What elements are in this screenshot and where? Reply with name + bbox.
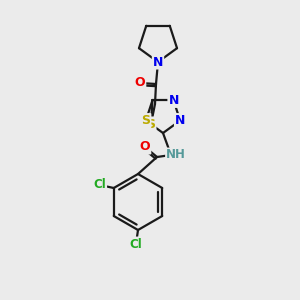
Text: N: N [175,114,185,127]
Text: NH: NH [166,148,186,161]
Text: S: S [146,118,155,130]
Text: Cl: Cl [93,178,106,191]
Text: O: O [140,140,150,154]
Text: S: S [141,114,150,127]
Text: O: O [135,76,145,89]
Text: Cl: Cl [130,238,142,250]
Text: N: N [153,56,163,68]
Text: N: N [168,94,179,107]
